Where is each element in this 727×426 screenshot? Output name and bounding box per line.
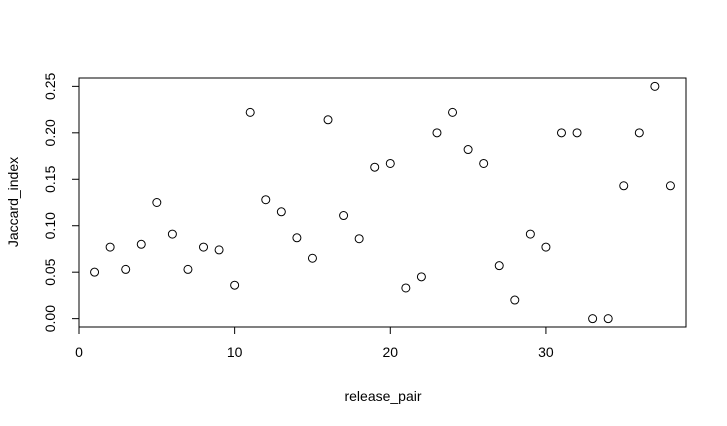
plot-frame — [78, 77, 687, 328]
data-point — [292, 233, 302, 243]
data-point — [276, 207, 286, 217]
x-axis-title: release_pair — [344, 388, 421, 404]
x-axis: 0 10 20 30 — [75, 326, 554, 360]
data-point — [541, 242, 551, 252]
data-point — [572, 128, 582, 138]
y-tick-label: 0.05 — [42, 258, 58, 285]
data-point — [261, 195, 271, 205]
x-tick-label: 10 — [227, 344, 243, 360]
data-point — [354, 234, 364, 244]
data-point — [199, 242, 209, 252]
data-point — [323, 115, 333, 125]
data-point — [121, 264, 131, 274]
x-tick-label: 20 — [382, 344, 398, 360]
data-point — [416, 272, 426, 282]
data-point — [136, 239, 146, 249]
data-point — [385, 158, 395, 168]
data-point — [556, 128, 566, 138]
data-point — [339, 211, 349, 221]
data-point — [603, 314, 613, 324]
y-tick-label: 0.15 — [42, 165, 58, 192]
y-tick-label: 0.20 — [42, 119, 58, 146]
data-points — [90, 81, 675, 324]
y-tick-label: 0.10 — [42, 212, 58, 239]
data-point — [479, 158, 489, 168]
y-axis-title: Jaccard_index — [5, 157, 21, 247]
data-point — [510, 295, 520, 305]
data-point — [525, 229, 535, 239]
data-point — [494, 261, 504, 271]
data-point — [214, 245, 224, 255]
data-point — [650, 81, 660, 91]
y-tick-label: 0.00 — [42, 305, 58, 332]
data-point — [152, 198, 162, 207]
data-point — [665, 181, 675, 191]
data-point — [230, 280, 240, 290]
data-point — [167, 229, 177, 239]
data-point — [183, 264, 193, 274]
data-point — [588, 314, 598, 324]
data-point — [370, 162, 380, 172]
data-point — [432, 128, 442, 138]
data-point — [634, 128, 644, 138]
data-point — [463, 145, 473, 155]
data-point — [245, 107, 255, 117]
data-point — [307, 253, 317, 263]
data-point — [448, 107, 458, 117]
data-point — [90, 267, 100, 277]
y-axis: 0.00 0.05 0.10 0.15 0.20 0.25 — [42, 73, 80, 332]
data-point — [619, 181, 629, 191]
data-point — [105, 242, 115, 252]
data-point — [401, 283, 411, 293]
x-tick-label: 30 — [538, 344, 554, 360]
y-tick-label: 0.25 — [42, 73, 58, 100]
x-tick-label: 0 — [75, 344, 83, 360]
